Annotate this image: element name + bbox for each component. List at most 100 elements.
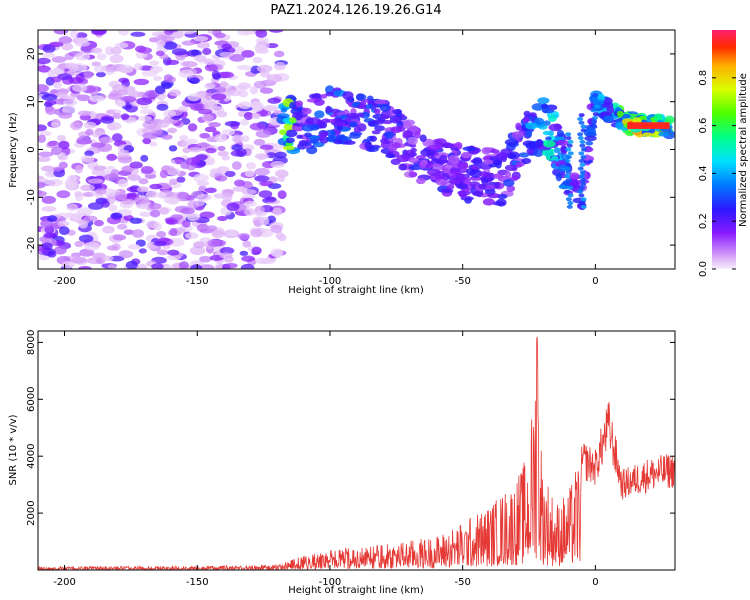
spectrogram-cell — [256, 64, 273, 73]
spectrogram-cell — [277, 233, 287, 242]
spectrogram-cell — [163, 30, 175, 36]
spectrogram-cell — [43, 232, 57, 239]
spectrogram-cell — [206, 225, 218, 232]
spectrogram-cell — [215, 86, 227, 93]
spectrogram-cell — [171, 31, 184, 39]
spectrogram-cell — [93, 65, 107, 73]
spectrogram-cell — [76, 136, 92, 145]
spectrogram-cell — [114, 191, 128, 201]
spectrogram-cell — [167, 127, 178, 134]
spectrogram-cell — [578, 120, 585, 125]
spectrogram-cell — [150, 65, 163, 73]
spectrogram-cell — [80, 155, 95, 163]
spectrogram-cell — [578, 113, 585, 118]
spectrogram-cell — [156, 231, 167, 238]
spectrogram-cell — [117, 156, 133, 164]
spectrogram-cell — [169, 227, 178, 236]
spectrogram-cell — [390, 126, 402, 134]
spectrogram-cell — [224, 120, 241, 127]
spectrogram-cell — [578, 193, 585, 198]
spectrogram-cell — [398, 115, 408, 121]
spectrogram-cell — [38, 84, 50, 93]
spectrogram-cell — [106, 121, 122, 131]
spectrogram-cell — [136, 186, 149, 193]
snr-ylabel: SNR (10 * v/v) — [8, 414, 19, 485]
spectrogram-cell — [169, 237, 185, 247]
spectrogram-cell — [241, 189, 257, 195]
spectrogram-cell — [273, 62, 286, 71]
colorbar-ticks: 0.0 0.2 0.4 0.6 0.8 — [698, 70, 736, 277]
spectrogram-cell — [542, 109, 555, 114]
spectrogram-cell — [469, 169, 482, 178]
spectrogram-cell — [565, 147, 572, 152]
spectrogram-cell — [149, 183, 163, 190]
spectrogram-cell — [180, 207, 195, 215]
spectrogram-cell — [176, 176, 186, 183]
spectrogram-cell — [133, 63, 143, 71]
spectrogram-cell — [68, 63, 79, 72]
spectrogram-cell — [101, 200, 110, 208]
spectrogram-cell — [204, 115, 215, 122]
spectrogram-cell — [236, 65, 252, 71]
spectrogram-cell — [107, 92, 122, 100]
spectrogram-cell — [590, 123, 597, 128]
spectrogram-panel: -200 -150 -100 -50 0 20 10 0 -10 -20 Height of st… — [8, 29, 676, 296]
spectrogram-cell — [157, 191, 167, 199]
spectrogram-cell — [408, 157, 420, 164]
spectrogram-cell — [262, 105, 279, 112]
spectrogram-cell — [348, 121, 358, 128]
spectrogram-cell — [177, 191, 190, 200]
spectrogram-ticks: -200 -150 -100 -50 0 20 10 0 -10 -20 — [26, 30, 675, 287]
spectrogram-cell — [163, 196, 178, 204]
spectrogram-cell — [211, 229, 225, 239]
spectrogram-cell — [221, 43, 232, 50]
spectrogram-cell — [117, 66, 132, 73]
spectrogram-cell — [205, 156, 216, 166]
spectrogram-cell — [447, 155, 460, 165]
spectrogram-cell — [74, 52, 90, 61]
spectrogram-cell — [270, 225, 283, 234]
spectrogram-cell — [253, 138, 266, 146]
spectrogram-cell — [38, 57, 51, 65]
spectrogram-cell — [359, 100, 367, 109]
spectrogram-cell — [58, 226, 70, 236]
spectrogram-cell — [193, 54, 207, 62]
spectrogram-cell — [240, 118, 249, 126]
spectrogram-cell — [38, 65, 45, 72]
spectrogram-cell — [41, 195, 56, 204]
snr-series-line — [38, 335, 675, 570]
spectrogram-cell — [258, 190, 273, 198]
spectrogram-cell — [153, 241, 167, 247]
spectrogram-cell — [255, 30, 268, 38]
spectrogram-cell — [277, 190, 287, 200]
spectrogram-cell — [149, 141, 158, 147]
spectrogram-cell — [325, 91, 334, 97]
spectrogram-cell — [374, 99, 387, 105]
spectrogram-cell — [367, 120, 376, 127]
spectrogram-cell — [204, 187, 217, 194]
spectrogram-cell — [44, 100, 57, 106]
spectrogram-cell — [469, 176, 483, 181]
spectrogram-cell — [266, 73, 282, 83]
spectrogram-cell — [47, 141, 57, 147]
spectrogram-cell — [156, 103, 169, 111]
spectrogram-cell — [567, 185, 574, 190]
spectrogram-cell — [41, 242, 53, 251]
spectrogram-cell — [579, 174, 586, 179]
spectrogram-cell — [523, 110, 531, 117]
spectrogram-cell — [118, 77, 130, 84]
spectrogram-cell — [96, 53, 107, 61]
spectrogram-cell — [250, 228, 263, 238]
spectrogram-cell — [364, 141, 373, 150]
spectrogram-cell — [402, 119, 416, 126]
spectrogram-cell — [379, 103, 391, 112]
spectrogram-cell — [259, 144, 274, 150]
spectrogram-cell — [214, 133, 228, 143]
spectrogram-cell — [449, 168, 461, 175]
spectrogram-cell — [241, 49, 255, 58]
spectrogram-cell — [74, 37, 88, 43]
spectrogram-cell — [564, 174, 571, 179]
spectrogram-cell — [50, 146, 62, 156]
spectrogram-cell — [168, 89, 182, 97]
spectrogram-cell — [174, 156, 183, 165]
